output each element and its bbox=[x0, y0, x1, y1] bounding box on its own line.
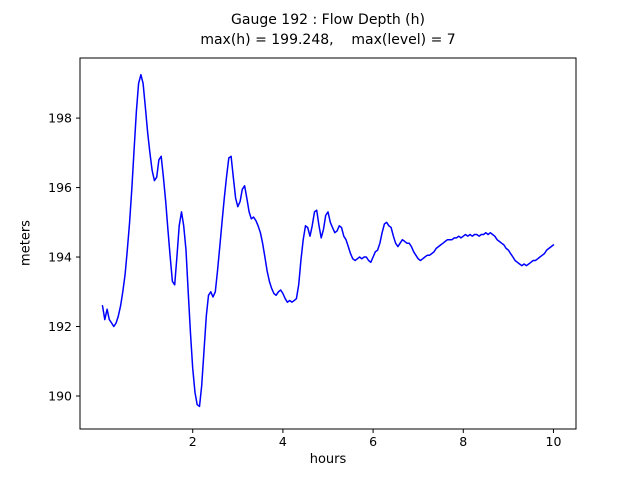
x-tick-label: 4 bbox=[279, 434, 287, 449]
y-tick-label: 198 bbox=[48, 111, 72, 126]
x-tick-label: 2 bbox=[189, 434, 197, 449]
chart-title: Gauge 192 : Flow Depth (h) bbox=[231, 12, 425, 28]
x-tick-label: 10 bbox=[546, 434, 562, 449]
y-tick-label: 192 bbox=[48, 319, 72, 334]
chart-subtitle: max(h) = 199.248, max(level) = 7 bbox=[200, 32, 456, 48]
y-tick-label: 190 bbox=[48, 388, 72, 403]
y-tick-label: 194 bbox=[48, 250, 72, 265]
axes-box bbox=[79, 57, 577, 430]
x-axis-label: hours bbox=[309, 452, 347, 467]
x-tick-label: 6 bbox=[369, 434, 377, 449]
x-tick-label: 8 bbox=[459, 434, 467, 449]
flow-depth-line bbox=[101, 73, 555, 408]
y-tick-label: 196 bbox=[48, 180, 72, 195]
